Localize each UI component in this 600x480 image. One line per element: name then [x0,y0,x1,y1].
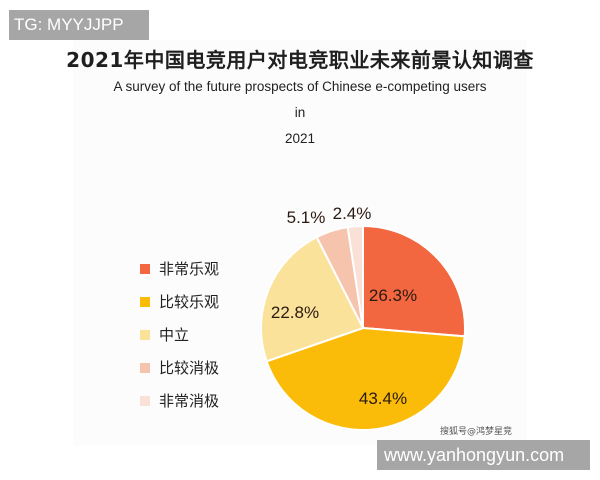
subtitle-line-1: A survey of the future prospects of Chin… [113,79,487,120]
legend-label: 非常消极 [159,392,220,410]
source-credit: 搜狐号@鸿梦星竞 [440,427,513,437]
pie-slices [260,224,466,431]
legend-label: 比较消极 [159,359,220,377]
chart-subtitle: A survey of the future prospects of Chin… [110,74,490,152]
legend-item: 非常乐观 [140,252,219,285]
legend-swatch-icon [140,395,150,406]
legend-item: 非常消极 [140,384,219,417]
legend-swatch-icon [140,329,150,340]
pie-label: 22.8% [271,303,319,322]
pie-slice [265,326,466,431]
legend-label: 中立 [159,326,190,344]
pie-slice [346,224,364,329]
legend-item: 比较消极 [140,351,219,384]
pie-label: 26.3% [369,286,417,305]
legend-swatch-icon [140,296,150,307]
pie-slice [362,224,466,338]
legend-item: 比较乐观 [140,285,219,318]
chart-title: 2021年中国电竞用户对电竞职业未来前景认知调查 [66,48,534,72]
legend-swatch-icon [140,263,150,274]
legend-item: 中立 [140,318,219,351]
subtitle-line-2: 2021 [284,131,316,146]
pie-label: 43.4% [359,389,407,408]
pie-label: 5.1% [287,208,326,227]
watermark-bottom: www.yanhongyun.com [377,440,590,470]
legend-label: 非常乐观 [159,260,220,278]
pie-label: 2.4% [333,204,372,223]
legend: 非常乐观 比较乐观 中立 比较消极 非常消极 [140,252,219,417]
legend-label: 比较乐观 [159,293,220,311]
watermark-top: TG: MYYJJPP [9,10,149,40]
legend-swatch-icon [140,362,150,373]
pie-slice [260,235,365,363]
